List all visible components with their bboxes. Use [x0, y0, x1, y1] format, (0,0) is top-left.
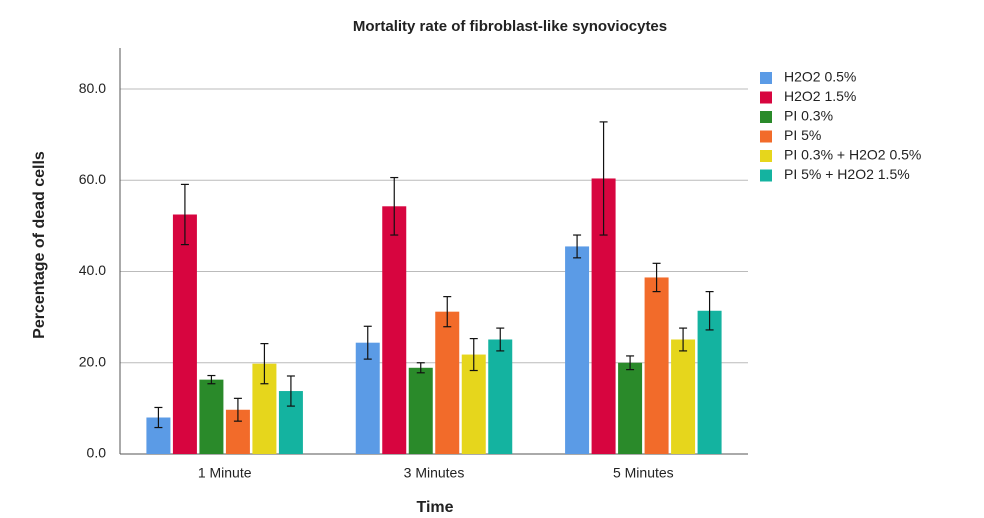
legend-swatch: [760, 72, 772, 84]
bar: [382, 206, 407, 454]
bar: [408, 367, 433, 454]
y-tick-label: 0.0: [87, 445, 107, 461]
legend-swatch: [760, 150, 772, 162]
bar: [644, 277, 669, 454]
legend-swatch: [760, 130, 772, 143]
bar: [697, 310, 722, 454]
y-tick-label: 80.0: [79, 80, 106, 96]
bar: [671, 339, 696, 454]
y-tick-label: 60.0: [79, 171, 106, 187]
x-tick-label: 1 Minute: [198, 465, 252, 481]
bar: [199, 379, 224, 454]
legend-label: H2O2 0.5%: [784, 69, 856, 85]
legend-swatch: [760, 111, 772, 123]
chart-title: Mortality rate of fibroblast-like synovi…: [353, 18, 667, 35]
x-tick-label: 5 Minutes: [613, 465, 674, 481]
bar: [172, 214, 197, 454]
legend-label: PI 0.3%: [784, 108, 833, 124]
bar: [488, 339, 513, 454]
bar: [355, 342, 380, 454]
x-axis-title: Time: [416, 499, 453, 516]
legend-label: PI 5%: [784, 127, 821, 143]
y-tick-label: 40.0: [79, 262, 106, 278]
y-tick-label: 20.0: [79, 353, 106, 369]
bar: [565, 246, 590, 454]
legend-label: H2O2 1.5%: [784, 88, 856, 104]
y-axis-title: Percentage of dead cells: [31, 151, 48, 339]
legend-swatch: [760, 169, 772, 182]
bar: [435, 311, 460, 454]
bar: [461, 354, 486, 454]
legend-swatch: [760, 91, 772, 104]
legend-label: PI 0.3% + H2O2 0.5%: [784, 147, 921, 163]
x-tick-label: 3 Minutes: [404, 465, 465, 481]
bar: [618, 362, 643, 454]
legend-label: PI 5% + H2O2 1.5%: [784, 166, 910, 182]
